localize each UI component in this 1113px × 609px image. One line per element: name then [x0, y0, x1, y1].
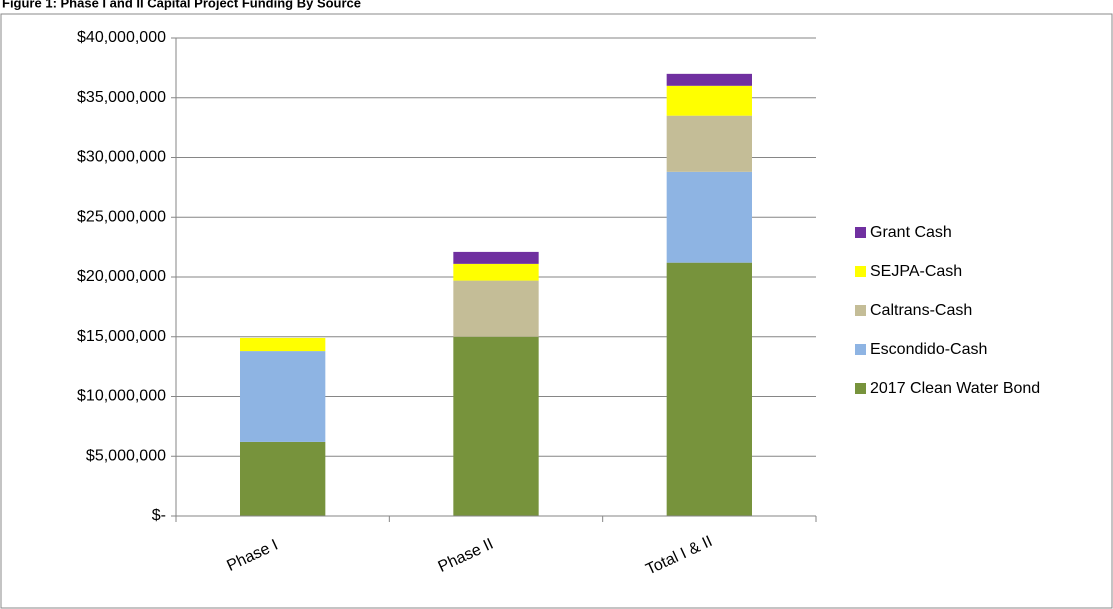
bar-segment: [240, 441, 326, 516]
legend-swatch: [855, 266, 866, 277]
x-tick-label: Phase II: [436, 536, 496, 576]
legend-swatch: [855, 344, 866, 355]
bar-segment: [453, 251, 539, 264]
bar-segment: [240, 337, 326, 352]
y-tick-label: $20,000,000: [77, 268, 166, 285]
bar-segment: [453, 336, 539, 516]
bar-segment: [240, 351, 326, 442]
x-tick-label: Total I & II: [643, 533, 715, 578]
bar-segment: [453, 263, 539, 281]
x-tick-label: Phase I: [224, 537, 280, 575]
legend-label: Caltrans-Cash: [870, 302, 972, 319]
bar-segment: [666, 85, 752, 116]
chart-frame: [0, 13, 1113, 609]
y-tick-label: $-: [152, 507, 166, 524]
legend-swatch: [855, 383, 866, 394]
bar-segment: [666, 115, 752, 172]
y-tick-label: $5,000,000: [86, 447, 166, 464]
bar-segment: [453, 280, 539, 337]
y-tick-label: $40,000,000: [77, 29, 166, 46]
bar-segment: [666, 171, 752, 263]
legend-swatch: [855, 305, 866, 316]
legend-label: Grant Cash: [870, 224, 952, 241]
bar-segment: [666, 73, 752, 86]
chart-title: Figure 1: Phase I and II Capital Project…: [2, 0, 361, 10]
legend-label: 2017 Clean Water Bond: [870, 380, 1040, 397]
y-tick-label: $30,000,000: [77, 149, 166, 166]
bar-segment: [666, 262, 752, 516]
legend-swatch: [855, 227, 866, 238]
y-tick-label: $10,000,000: [77, 388, 166, 405]
y-tick-label: $25,000,000: [77, 208, 166, 225]
y-tick-label: $35,000,000: [77, 89, 166, 106]
y-tick-label: $15,000,000: [77, 328, 166, 345]
legend-label: SEJPA-Cash: [870, 263, 962, 280]
legend-label: Escondido-Cash: [870, 341, 987, 358]
